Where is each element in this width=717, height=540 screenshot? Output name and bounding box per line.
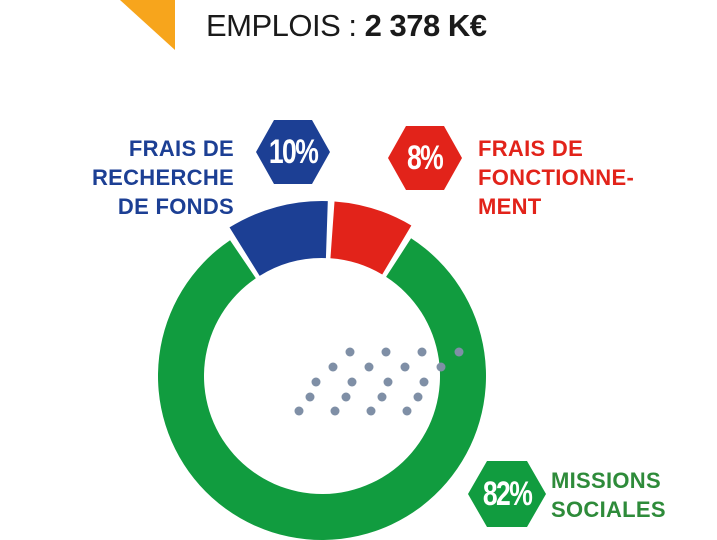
label-line: MISSIONS xyxy=(551,468,661,493)
label-line: FRAIS DE xyxy=(128,136,234,161)
decorative-dot xyxy=(364,362,374,372)
label-line: MENT xyxy=(478,194,542,219)
donut-slice xyxy=(229,200,328,276)
label-line: RECHERCHE xyxy=(91,165,234,190)
decorative-dot xyxy=(377,392,387,402)
donut-slice xyxy=(157,238,486,540)
decorative-dot xyxy=(419,377,429,387)
label-line: FRAIS DE xyxy=(478,136,584,161)
pct-frais-recherche: 10% xyxy=(268,132,319,171)
decorative-dot xyxy=(345,347,355,357)
dots-pattern xyxy=(294,347,464,416)
pct-frais-fonctionnement: 8% xyxy=(407,138,444,177)
pct-missions-sociales: 82% xyxy=(482,474,533,513)
label-line: SOCIALES xyxy=(551,497,666,522)
decorative-dot xyxy=(400,362,410,372)
decorative-dot xyxy=(311,377,321,387)
label-frais-recherche-fonds: FRAIS DE RECHERCHE DE FONDS xyxy=(92,134,234,221)
decorative-dot xyxy=(305,392,315,402)
decorative-dot xyxy=(454,347,464,357)
decorative-dot xyxy=(328,362,338,372)
hexagon-badge-blue: 10% xyxy=(256,120,330,184)
decorative-dot xyxy=(417,347,427,357)
decorative-dot xyxy=(366,406,376,416)
title-prefix: EMPLOIS : xyxy=(206,8,365,43)
decorative-dot xyxy=(341,392,351,402)
decorative-dot xyxy=(436,362,446,372)
decorative-dot xyxy=(383,377,393,387)
decorative-dot xyxy=(413,392,423,402)
page-title: EMPLOIS : 2 378 K€ xyxy=(206,8,487,44)
donut-slice xyxy=(330,201,412,275)
orange-corner-accent xyxy=(120,0,175,50)
hexagon-badge-green: 82% xyxy=(468,461,546,527)
label-missions-sociales: MISSIONS SOCIALES xyxy=(551,466,666,524)
decorative-dot xyxy=(347,377,357,387)
decorative-dot xyxy=(330,406,340,416)
label-line: DE FONDS xyxy=(117,194,234,219)
decorative-dot xyxy=(402,406,412,416)
label-line: FONCTIONNE- xyxy=(478,165,635,190)
label-frais-fonctionnement: FRAIS DE FONCTIONNE- MENT xyxy=(478,134,634,221)
decorative-dot xyxy=(294,406,304,416)
hexagon-badge-red: 8% xyxy=(388,126,462,190)
title-amount: 2 378 K€ xyxy=(364,8,487,43)
decorative-dot xyxy=(381,347,391,357)
